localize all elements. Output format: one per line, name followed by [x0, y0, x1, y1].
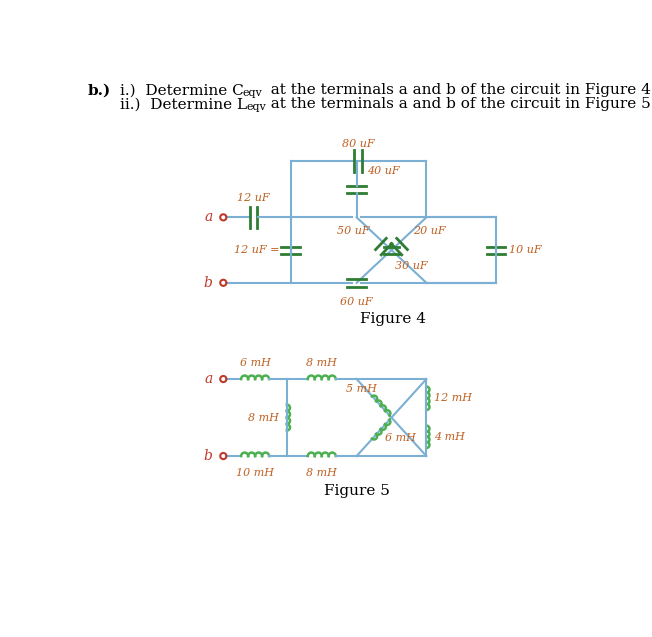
Text: 30 uF: 30 uF	[395, 261, 428, 271]
Text: b.): b.)	[88, 83, 111, 97]
Text: at the terminals a and b of the circuit in Figure 4: at the terminals a and b of the circuit …	[261, 83, 651, 97]
Text: 80 uF: 80 uF	[342, 139, 374, 149]
Text: 12 mH: 12 mH	[434, 393, 472, 403]
Text: b: b	[203, 449, 213, 463]
Text: eqv: eqv	[246, 103, 266, 112]
Text: 10 uF: 10 uF	[509, 245, 541, 255]
Text: 10 mH: 10 mH	[236, 468, 274, 478]
Text: Figure 4: Figure 4	[360, 312, 426, 326]
Text: b: b	[203, 276, 213, 290]
Text: 20 uF: 20 uF	[413, 226, 446, 236]
Text: 12 uF =: 12 uF =	[235, 245, 280, 255]
Text: a: a	[204, 372, 213, 386]
Text: 60 uF: 60 uF	[340, 297, 373, 306]
Text: 4 mH: 4 mH	[434, 432, 465, 442]
Text: i.)  Determine C: i.) Determine C	[120, 83, 244, 97]
Text: Figure 5: Figure 5	[323, 483, 389, 497]
Text: 6 mH: 6 mH	[385, 433, 415, 443]
Text: 40 uF: 40 uF	[368, 166, 400, 176]
Text: 6 mH: 6 mH	[240, 358, 271, 368]
Text: 12 uF: 12 uF	[237, 194, 270, 203]
Text: at the terminals a and b of the circuit in Figure 5: at the terminals a and b of the circuit …	[261, 97, 651, 111]
Text: 5 mH: 5 mH	[346, 383, 377, 394]
Text: a: a	[204, 210, 213, 224]
Text: ii.)  Determine L: ii.) Determine L	[120, 97, 247, 111]
Text: eqv: eqv	[243, 89, 263, 98]
Text: 8 mH: 8 mH	[306, 468, 337, 478]
Text: 8 mH: 8 mH	[248, 413, 279, 422]
Text: 50 uF: 50 uF	[337, 226, 370, 236]
Text: 8 mH: 8 mH	[306, 358, 337, 368]
